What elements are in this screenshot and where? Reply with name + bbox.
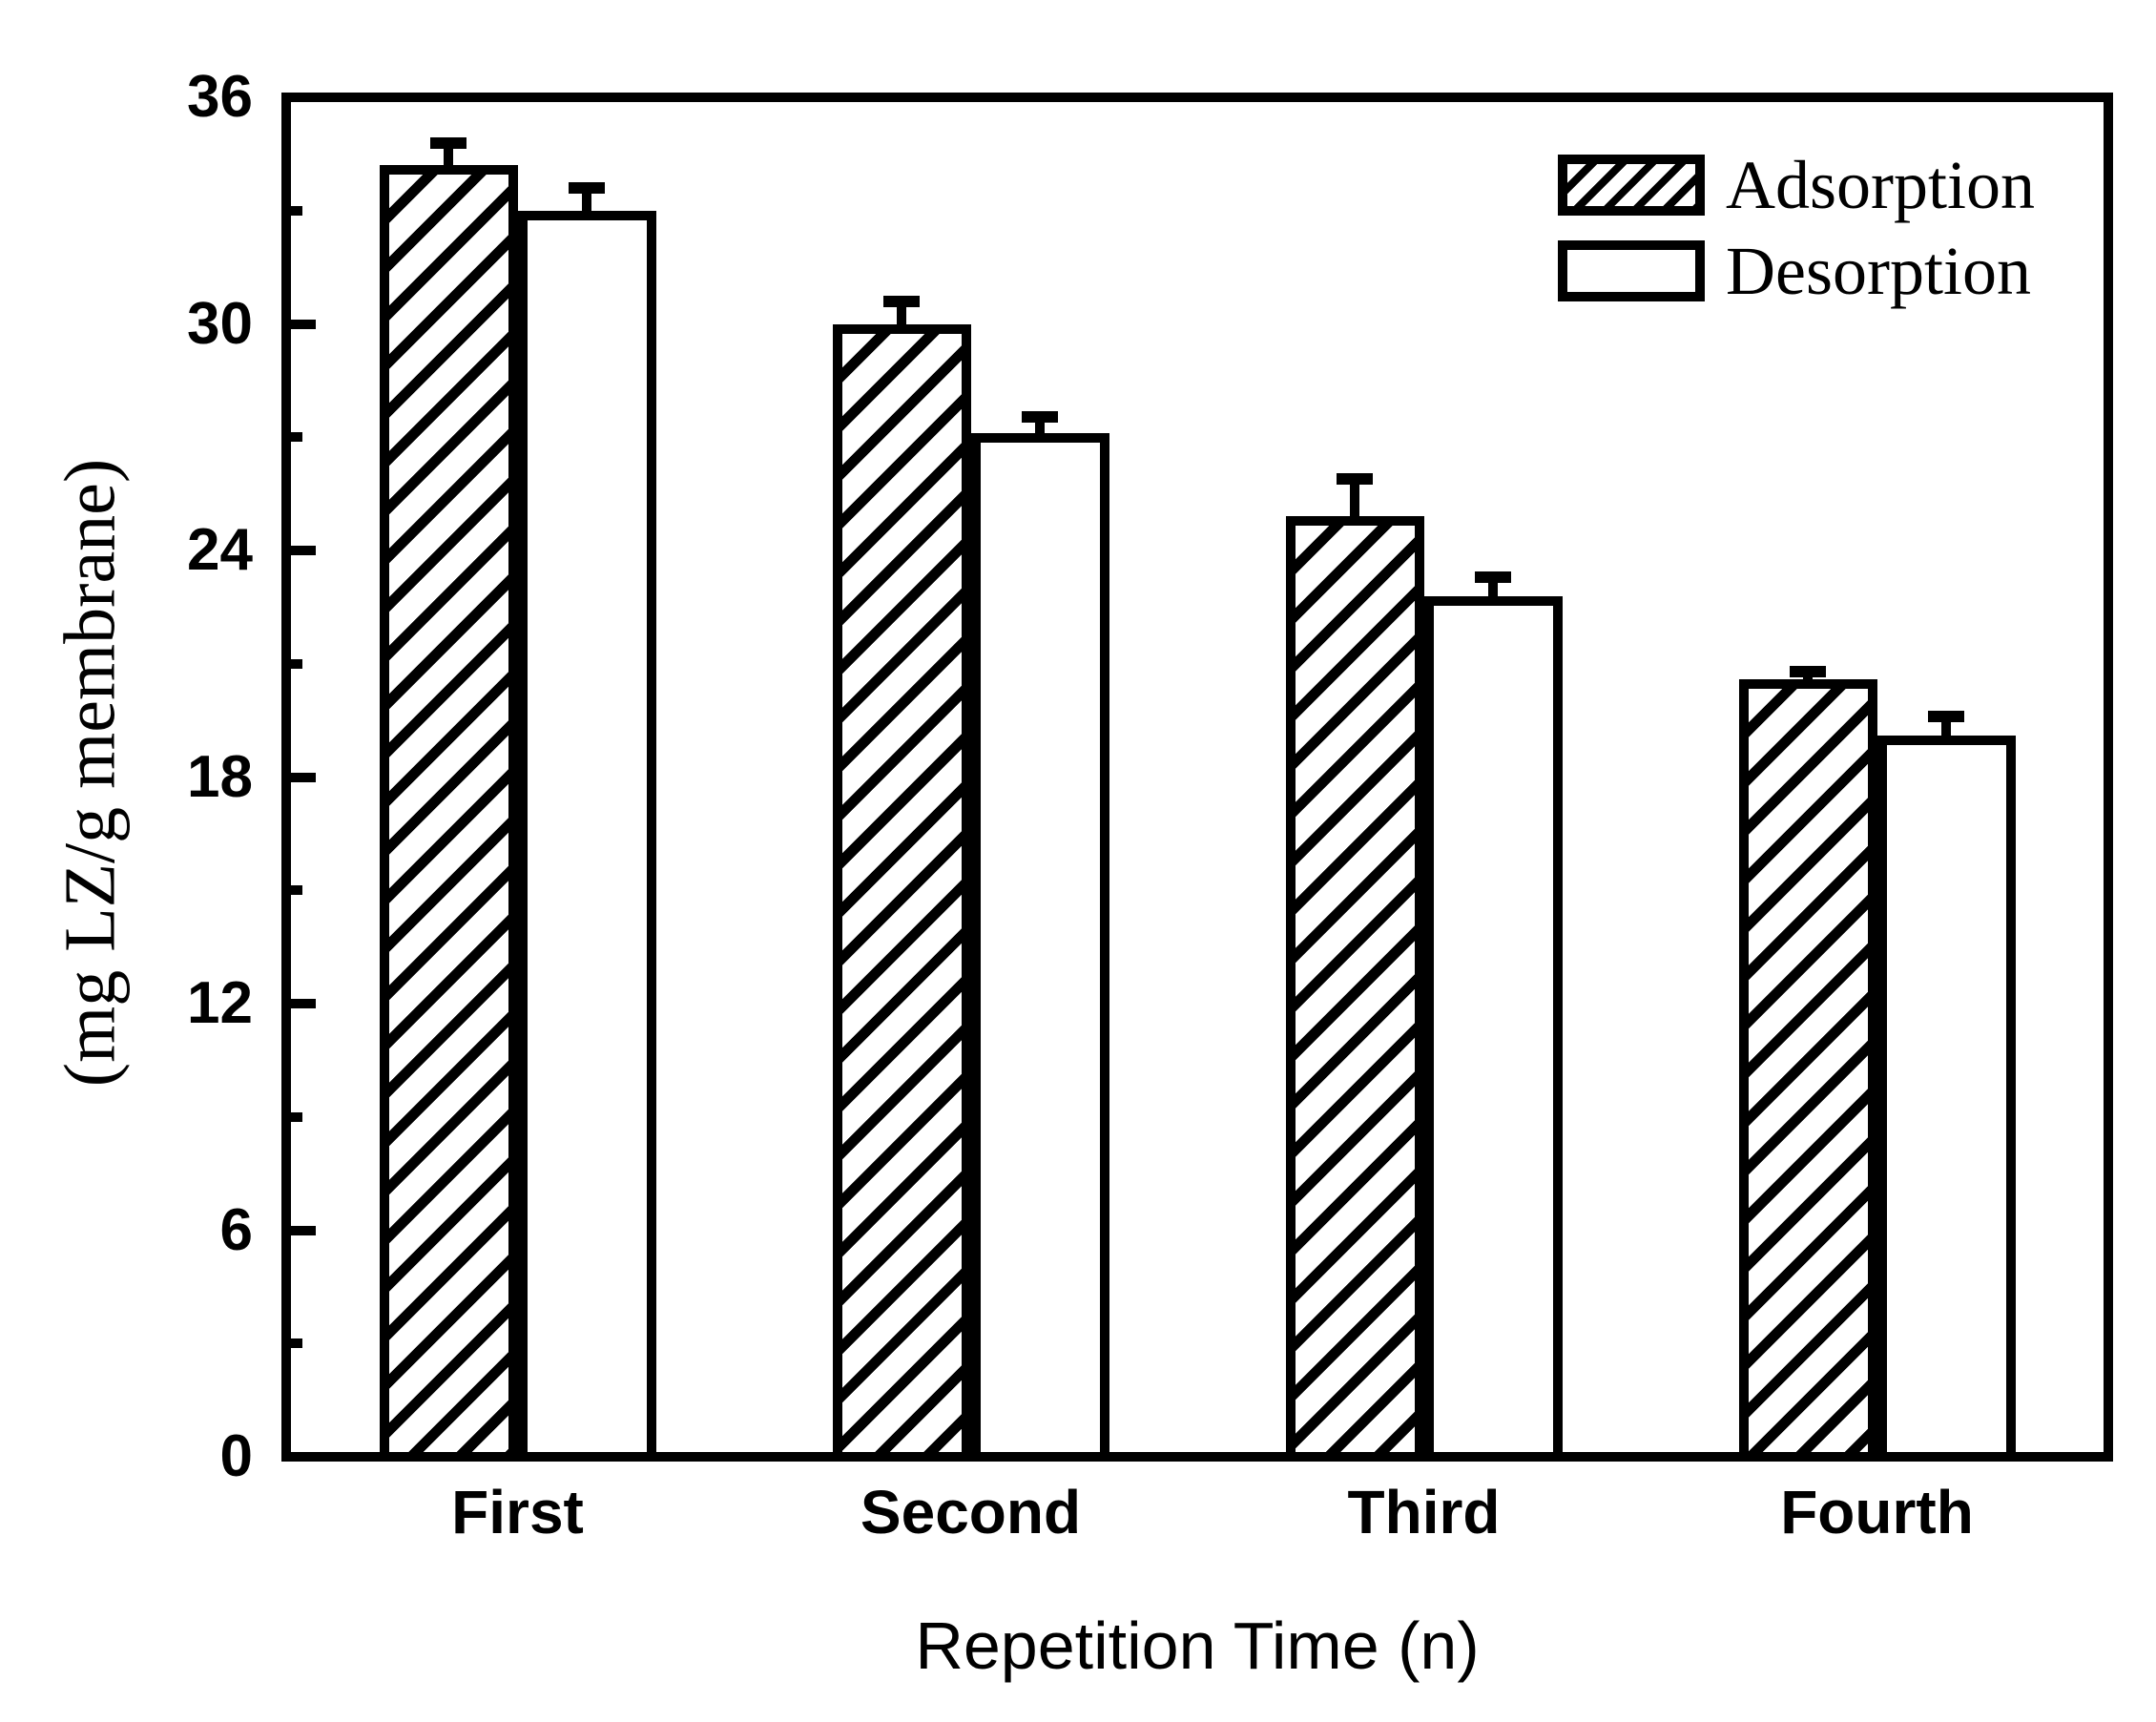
bar-adsorption-third — [1285, 516, 1424, 1452]
bar-adsorption-fourth — [1738, 678, 1877, 1452]
x-category-label-fourth: Fourth — [1780, 1478, 1974, 1546]
y-major-tick-12 — [291, 999, 316, 1009]
y-minor-tick-3 — [291, 1338, 302, 1349]
y-tick-label-0: 0 — [219, 1423, 253, 1489]
y-minor-tick-21 — [291, 658, 302, 669]
x-category-label-second: Second — [860, 1478, 1082, 1546]
error-bar-stem-adsorption-third — [1350, 478, 1359, 517]
error-bar-cap-desorption-third — [1475, 571, 1511, 583]
error-bar-cap-adsorption-second — [883, 295, 920, 307]
error-bar-cap-adsorption-first — [430, 136, 466, 149]
plot-frame: Adsorption Desorption — [281, 93, 2113, 1462]
error-bar-cap-desorption-first — [569, 182, 605, 195]
y-tick-label-30: 30 — [187, 290, 253, 357]
bar-desorption-first — [517, 210, 656, 1452]
error-bar-stem-adsorption-first — [444, 142, 453, 166]
y-tick-label-12: 12 — [187, 970, 253, 1037]
y-major-tick-30 — [291, 319, 316, 329]
y-minor-tick-33 — [291, 205, 302, 216]
plot-area: Adsorption Desorption — [291, 102, 2104, 1452]
bar-desorption-fourth — [1876, 736, 2016, 1452]
legend-item-desorption: Desorption — [1558, 233, 2035, 309]
error-bar-stem-desorption-fourth — [1941, 716, 1951, 736]
y-minor-tick-27 — [291, 432, 302, 443]
bar-desorption-second — [970, 433, 1109, 1452]
y-tick-label-18: 18 — [187, 743, 253, 810]
bar-adsorption-second — [832, 323, 971, 1452]
open-swatch-icon — [1558, 240, 1705, 301]
bar-desorption-third — [1423, 595, 1563, 1452]
error-bar-stem-adsorption-second — [897, 301, 906, 324]
legend: Adsorption Desorption — [1558, 147, 2035, 309]
error-bar-cap-adsorption-fourth — [1790, 665, 1826, 677]
y-minor-tick-9 — [291, 1111, 302, 1122]
legend-label-adsorption: Adsorption — [1726, 147, 2035, 223]
error-bar-cap-adsorption-third — [1337, 472, 1373, 485]
y-major-tick-18 — [291, 772, 316, 782]
legend-label-desorption: Desorption — [1726, 233, 2031, 309]
error-bar-stem-desorption-third — [1488, 576, 1498, 596]
hatched-swatch-icon — [1558, 155, 1705, 216]
x-category-label-third: Third — [1347, 1478, 1501, 1546]
y-tick-label-24: 24 — [187, 517, 253, 584]
error-bar-stem-desorption-first — [582, 188, 591, 211]
legend-item-adsorption: Adsorption — [1558, 147, 2035, 223]
y-major-tick-6 — [291, 1225, 316, 1235]
error-bar-stem-desorption-second — [1035, 416, 1045, 434]
x-axis-title: Repetition Time (n) — [915, 1608, 1480, 1683]
y-major-tick-24 — [291, 546, 316, 556]
bar-adsorption-first — [379, 165, 518, 1452]
y-tick-label-6: 6 — [219, 1196, 253, 1263]
error-bar-cap-desorption-second — [1022, 410, 1058, 423]
x-category-label-first: First — [451, 1478, 584, 1546]
error-bar-cap-desorption-fourth — [1928, 711, 1964, 723]
y-tick-label-36: 36 — [187, 64, 253, 131]
y-minor-tick-15 — [291, 885, 302, 896]
